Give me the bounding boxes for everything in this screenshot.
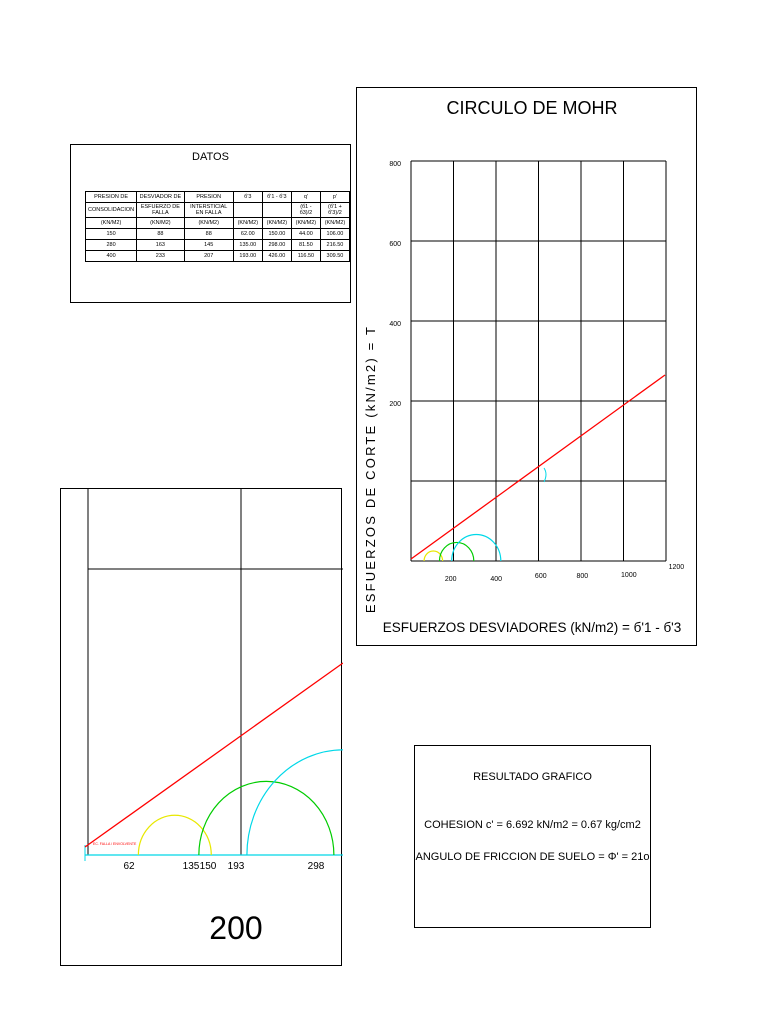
- table-cell: 400: [84, 250, 138, 262]
- plot-area: 200 400 600 800 200 400 600 800 1000 1200: [389, 160, 685, 583]
- table-cell: 81.50: [290, 239, 321, 251]
- table-cell: 145: [183, 239, 234, 251]
- table-cell: 88: [183, 228, 234, 240]
- x-tick-label: 800: [576, 573, 588, 580]
- table-header-cell: PRESION: [183, 191, 234, 203]
- mohr-circle: [451, 533, 502, 562]
- table-cell: 163: [136, 239, 185, 251]
- x-tick-label: 600: [535, 573, 547, 580]
- table-row: 400 233 207 193.00 426.00 116.50 309.50: [84, 250, 351, 262]
- x-tick-label: 200: [445, 576, 457, 583]
- mohr-circle: [137, 814, 212, 856]
- zoom-plot-area: EC. FALLA / ENVOLVENTE 62 135 150 193 298: [84, 489, 343, 872]
- table-header-cell: PRESION DE: [84, 191, 138, 203]
- annotation-mark: [543, 467, 547, 483]
- mohr-circle: [423, 550, 444, 562]
- table-header-cell: б'1 - б'3: [261, 191, 292, 203]
- friction-angle-result: ANGULO DE FRICCION DE SUELO = Φ' = 21o: [415, 851, 650, 863]
- x-tick-label: 1000: [621, 572, 637, 579]
- table-header-cell: [261, 202, 292, 218]
- datos-panel: DATOS PRESION DE DESVIADOR DE PRESION б'…: [70, 144, 351, 303]
- table-unit-cell: (KN/M2): [84, 217, 138, 229]
- table-header-row: CONSOLIDACION ESFUERZO DE FALLA INTERSTI…: [84, 202, 351, 218]
- y-tick-label: 800: [389, 161, 401, 168]
- table-cell: 426.00: [261, 250, 292, 262]
- table-cell: 207: [183, 250, 234, 262]
- table-header-cell: INTERSTICIAL EN FALLA: [183, 202, 234, 218]
- table-header-cell: б'3: [232, 191, 263, 203]
- table-row: 280 163 145 135.00 298.00 81.50 216.50: [84, 239, 351, 251]
- mohr-circle: [246, 749, 343, 856]
- zoom-tick-label: 135: [183, 861, 200, 872]
- y-tick-label: 400: [389, 321, 401, 328]
- table-cell: 150: [84, 228, 138, 240]
- chart-title: CIRCULO DE MOHR: [446, 98, 617, 118]
- origin-note: EC. FALLA / ENVOLVENTE: [93, 842, 137, 846]
- table-unit-cell: (KN/M2): [183, 217, 234, 229]
- datos-title: DATOS: [192, 151, 229, 163]
- resultado-title: RESULTADO GRAFICO: [473, 771, 592, 783]
- x-tick-label: 400: [490, 576, 502, 583]
- resultado-panel: RESULTADO GRAFICO COHESION c' = 6.692 kN…: [414, 745, 651, 928]
- table-cell: 233: [136, 250, 185, 262]
- x-axis-label: ESFUERZOS DESVIADORES (kN/m2) = б'1 - б'…: [383, 620, 682, 635]
- table-units-row: (KN/M2) (KN/M2) (KN/M2) (KN/M2) (KN/M2) …: [84, 217, 351, 229]
- table-cell: 298.00: [261, 239, 292, 251]
- zoom-detail-chart: EC. FALLA / ENVOLVENTE 62 135 150 193 298 200: [84, 489, 343, 946]
- table-header-row: PRESION DE DESVIADOR DE PRESION б'3 б'1 …: [84, 191, 351, 203]
- y-tick-label: 600: [389, 241, 401, 248]
- table-unit-cell: (KN/M2): [319, 217, 351, 229]
- failure-envelope-line: [410, 374, 666, 560]
- table-cell: 44.00: [290, 228, 321, 240]
- table-header-cell: (б1 - б3)/2: [290, 202, 321, 218]
- mohr-circle: [198, 781, 335, 856]
- table-unit-cell: (KN/M2): [261, 217, 292, 229]
- failure-envelope-line: [84, 662, 343, 848]
- table-row: 150 88 88 62.00 150.00 44.00 106.00: [84, 228, 351, 240]
- table-cell: 150.00: [261, 228, 292, 240]
- zoom-panel: EC. FALLA / ENVOLVENTE 62 135 150 193 298 200: [60, 488, 343, 966]
- table-cell: 309.50: [319, 250, 351, 262]
- table-cell: 216.50: [319, 239, 351, 251]
- zoom-tick-label: 298: [308, 861, 325, 872]
- zoom-tick-label: 150: [200, 861, 217, 872]
- table-cell: 116.50: [290, 250, 321, 262]
- y-axis-label: ESFUERZOS DE CORTE (kN/m2) = T: [363, 325, 378, 613]
- table-header-cell: (б'1 + б'3)/2: [319, 202, 351, 218]
- mohr-chart-panel: CIRCULO DE MOHR ESFUERZOS DE CORTE (kN/m…: [356, 87, 697, 646]
- table-cell: 135.00: [232, 239, 263, 251]
- zoom-tick-label: 193: [228, 861, 245, 872]
- table-header-cell: p': [319, 191, 351, 203]
- table-header-cell: [232, 202, 263, 218]
- mohr-chart: CIRCULO DE MOHR ESFUERZOS DE CORTE (kN/m…: [363, 98, 685, 635]
- table-cell: 62.00: [232, 228, 263, 240]
- table-unit-cell: (KN/M2): [136, 217, 185, 229]
- zoom-big-label: 200: [209, 910, 262, 946]
- x-tick-label: 1200: [669, 564, 685, 571]
- mohr-circle: [438, 542, 475, 562]
- table-header-cell: CONSOLIDACION: [84, 202, 138, 218]
- table-unit-cell: (KN/M2): [290, 217, 321, 229]
- table-cell: 193.00: [232, 250, 263, 262]
- table-cell: 88: [136, 228, 185, 240]
- table-header-cell: q': [290, 191, 321, 203]
- table-header-cell: DESVIADOR DE: [136, 191, 185, 203]
- zoom-tick-label: 62: [123, 861, 135, 872]
- table-unit-cell: (KN/M2): [232, 217, 263, 229]
- datos-table: PRESION DE DESVIADOR DE PRESION б'3 б'1 …: [84, 191, 351, 262]
- table-cell: 280: [84, 239, 138, 251]
- table-cell: 106.00: [319, 228, 351, 240]
- cohesion-result: COHESION c' = 6.692 kN/m2 = 0.67 kg/cm2: [424, 819, 641, 831]
- y-tick-label: 200: [389, 401, 401, 408]
- table-header-cell: ESFUERZO DE FALLA: [136, 202, 185, 218]
